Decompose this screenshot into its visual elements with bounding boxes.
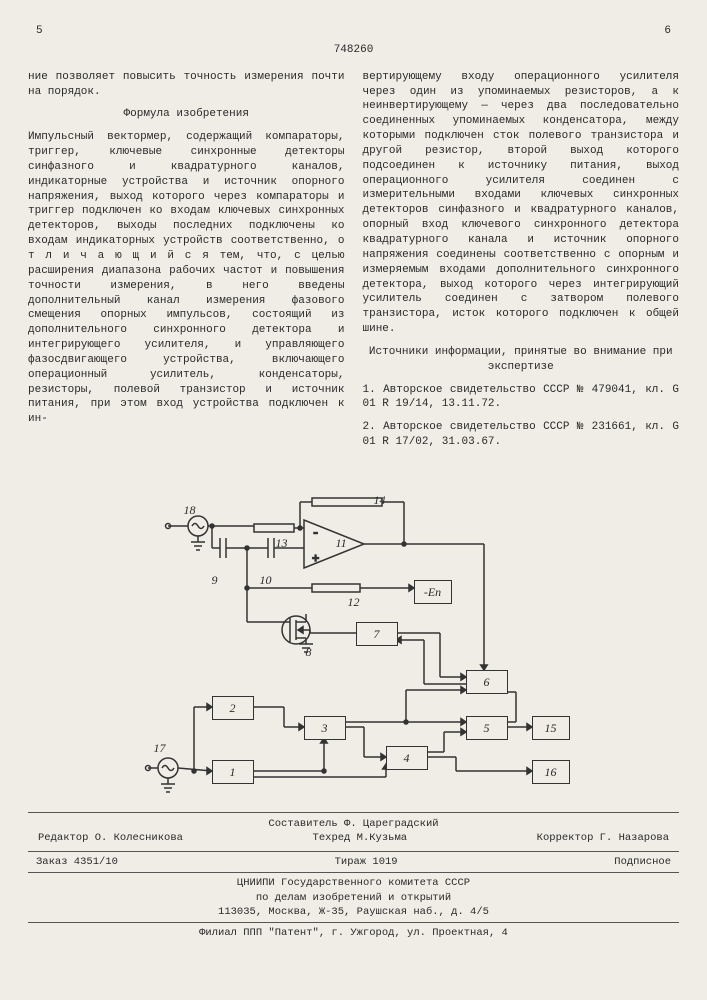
page-num-left: 5 [36,24,43,39]
label-11: 11 [336,535,347,551]
order-tirazh: Тираж 1019 [335,855,398,869]
svg-text:+: + [312,552,319,566]
label-10: 10 [260,572,272,588]
block-7: 7 [356,622,398,646]
document-number: 748260 [28,43,679,58]
block-2: 2 [212,696,254,720]
label-9: 9 [212,572,218,588]
right-column: вертирующему входу операционного усилите… [363,70,680,458]
block-3: 3 [304,716,346,740]
label-12: 12 [348,594,360,610]
circuit-diagram: -+ 12345671516-Eп8910111213141718 [124,472,584,802]
block-1: 1 [212,760,254,784]
publisher-2: по делам изобретений и открытий [28,891,679,905]
intro-text: ние позволяет повысить точность измерени… [28,70,345,100]
tech-editor: Техред М.Кузьма [313,831,408,845]
branch-line: Филиал ППП "Патент", г. Ужгород, ул. Про… [28,922,679,940]
label-8: 8 [306,644,312,660]
publisher-1: ЦНИИПИ Государственного комитета СССР [28,876,679,890]
formula-title: Формула изобретения [28,107,345,122]
diagram-wires: -+ [124,472,584,802]
block--Eп: -Eп [414,580,452,604]
left-column: ние позволяет повысить точность измерени… [28,70,345,458]
label-18: 18 [184,502,196,518]
order-zakaz: Заказ 4351/10 [36,855,118,869]
right-body: вертирующему входу операционного усилите… [363,70,680,337]
page-num-right: 6 [664,24,671,39]
label-14: 14 [374,492,386,508]
publisher-3: 113035, Москва, Ж-35, Раушская наб., д. … [28,905,679,919]
text-columns: ние позволяет повысить точность измерени… [28,70,679,458]
svg-text:-: - [312,526,319,540]
block-15: 15 [532,716,570,740]
credits-block: Составитель Ф. Цареградский Редактор О. … [28,812,679,845]
publisher-block: ЦНИИПИ Государственного комитета СССР по… [28,872,679,919]
block-5: 5 [466,716,508,740]
editor: Редактор О. Колесникова [38,831,183,845]
refs-title: Источники информации, принятые во вниман… [363,345,680,375]
formula-body: Импульсный вектормер, содержащий компара… [28,130,345,427]
block-6: 6 [466,670,508,694]
page-numbers: 5 6 [28,24,679,39]
ref-1: 1. Авторское свидетельство СССР № 479041… [363,383,680,413]
compiler: Составитель Ф. Цареградский [28,817,679,831]
block-16: 16 [532,760,570,784]
corrector: Корректор Г. Назарова [537,831,669,845]
ref-2: 2. Авторское свидетельство СССР № 231661… [363,420,680,450]
order-sub: Подписное [614,855,671,869]
label-17: 17 [154,740,166,756]
order-line: Заказ 4351/10 Тираж 1019 Подписное [28,851,679,872]
label-13: 13 [276,535,288,551]
block-4: 4 [386,746,428,770]
